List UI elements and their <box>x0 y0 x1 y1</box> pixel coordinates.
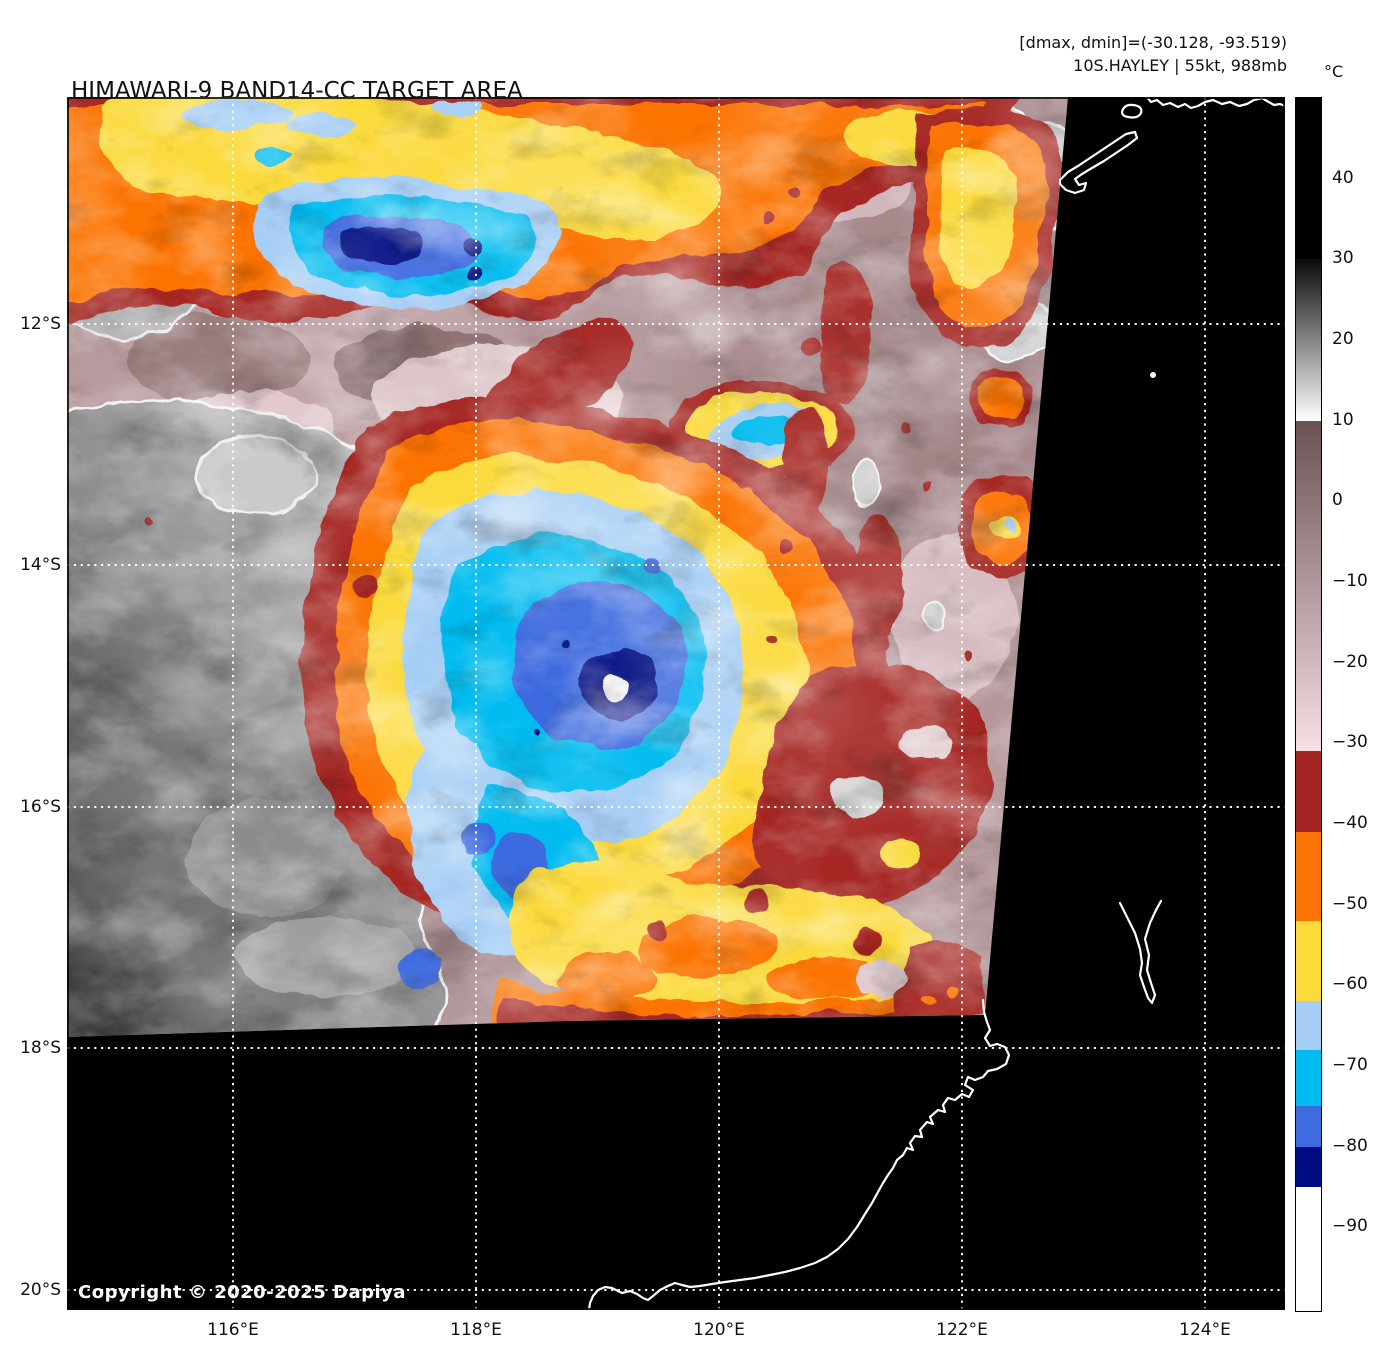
coastline-rote-island <box>1120 103 1143 119</box>
figure-title: HIMAWARI-9 BAND14-CC TARGET AREA <box>71 78 523 104</box>
colorbar-tick-label: 10 <box>1332 409 1354 430</box>
dmax-dmin-annotation: [dmax, dmin]=(-30.128, -93.519) <box>1019 33 1287 52</box>
coastline-timor <box>1145 97 1285 110</box>
satellite-map: Copyright © 2020-2025 Dapiya <box>67 97 1285 1310</box>
colorbar-tick-label: −90 <box>1332 1216 1368 1237</box>
lon-tick-label: 120°E <box>693 1320 745 1340</box>
lon-tick-label: 116°E <box>207 1320 259 1340</box>
colorbar-tick-label: 30 <box>1332 248 1354 269</box>
colorbar-tick-label: 20 <box>1332 329 1354 349</box>
axes-frame <box>67 97 1285 1310</box>
cloud-art <box>67 97 1068 1037</box>
coastline-semau-island <box>1058 130 1139 195</box>
annotation-block: [dmax, dmin]=(-30.128, -93.519) 10S.HAYL… <box>1019 31 1287 77</box>
colorbar-unit-label: °C <box>1324 62 1344 81</box>
colorbar-segment <box>1296 98 1321 260</box>
gridlines <box>67 97 1285 1310</box>
colorbar-tick-label: −40 <box>1332 813 1368 833</box>
colorbar <box>1295 97 1322 1312</box>
colorbar-segment <box>1296 1106 1321 1147</box>
colorbar-segment <box>1296 920 1321 1002</box>
lat-tick-label: 20°S <box>20 1280 61 1300</box>
colorbar-tick-label: −70 <box>1332 1055 1368 1075</box>
coastline-king-sound <box>1118 899 1163 1005</box>
colorbar-segment <box>1296 1187 1321 1308</box>
small-island-dot <box>1150 372 1156 378</box>
colorbar-tick-label: −50 <box>1332 893 1368 914</box>
lon-tick-label: 122°E <box>936 1320 988 1340</box>
satellite-map-svg <box>67 97 1285 1310</box>
colorbar-tick-label: −60 <box>1332 974 1368 995</box>
coastlines <box>587 97 1285 1310</box>
colorbar-tick-label: −10 <box>1332 571 1368 591</box>
lat-tick-label: 18°S <box>20 1038 61 1058</box>
colorbar-tick-label: 40 <box>1332 167 1354 188</box>
copyright-text: Copyright © 2020-2025 Dapiya <box>78 1282 407 1303</box>
lon-tick-label: 124°E <box>1179 1320 1231 1340</box>
colorbar-tick-label: −30 <box>1332 732 1368 753</box>
colorbar-segment <box>1296 832 1321 921</box>
colorbar-segment <box>1296 1049 1321 1107</box>
colorbar-segment <box>1296 1146 1321 1187</box>
lon-tick-label: 118°E <box>450 1320 502 1340</box>
colorbar-segment <box>1296 751 1321 833</box>
colorbar-segment <box>1296 259 1321 421</box>
lat-tick-label: 16°S <box>20 797 61 817</box>
lat-tick-label: 14°S <box>20 555 61 575</box>
colorbar-tick-label: −80 <box>1332 1135 1368 1156</box>
colorbar-segment <box>1296 1001 1321 1050</box>
colorbar-tick-label: 0 <box>1332 490 1343 511</box>
colorbar-tick-label: −20 <box>1332 651 1368 672</box>
colorbar-segment <box>1296 420 1321 752</box>
lat-tick-label: 12°S <box>20 314 61 334</box>
storm-info-annotation: 10S.HAYLEY | 55kt, 988mb <box>1073 56 1287 75</box>
coastline-australia <box>587 998 1011 1310</box>
